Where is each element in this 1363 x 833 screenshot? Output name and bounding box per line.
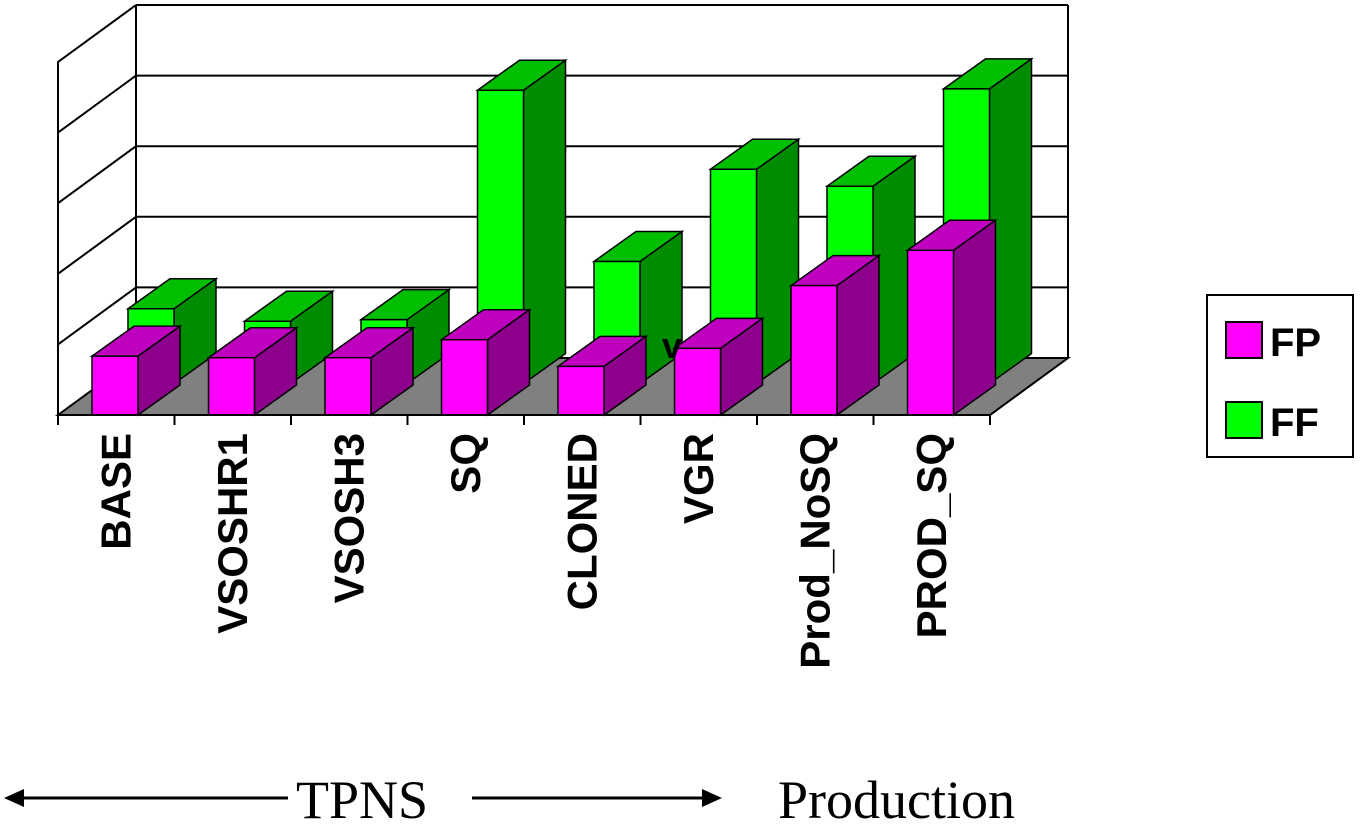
side-wall-edge [57, 4, 137, 415]
legend-label-ff: FF [1270, 401, 1319, 445]
bar-fp-sq-front [440, 338, 489, 416]
gridline-side-3 [57, 145, 137, 205]
legend: FP FF [1206, 294, 1354, 458]
bar-fp-sq [439, 308, 532, 417]
x-tick-label-prod_nosq: Prod_NoSQ [791, 433, 838, 669]
gridline-side-2 [57, 215, 137, 275]
x-tick-label-vsoshr1: VSOSHR1 [209, 433, 256, 634]
bar-fp-prod_nosq [788, 254, 882, 417]
x-tick-label-base: BASE [92, 433, 139, 550]
x-tick-label-sq: SQ [442, 433, 489, 494]
group-labels: TPNS Production [4, 770, 1015, 830]
gridline-side-4 [57, 74, 137, 134]
bar-fp-cloned-front [557, 365, 605, 416]
x-tick-label-prod_sq: PROD_SQ [908, 433, 955, 638]
gridline-side-1 [57, 286, 137, 346]
bar-fp-cloned [555, 334, 649, 417]
tpns-arrow-left-head [4, 789, 24, 807]
bar-fp-vgr-front [673, 347, 722, 416]
x-tick-label-cloned: CLONED [558, 433, 605, 610]
legend-label-fp: FP [1270, 321, 1321, 365]
bar-fp-vsosh3-front [324, 356, 372, 416]
bar-fp-vsosh3 [322, 326, 416, 417]
legend-swatch-ff [1225, 401, 1263, 439]
bar-fp-base [89, 324, 183, 417]
bar-fp-base-front [91, 355, 139, 416]
legend-swatch-fp [1225, 321, 1263, 359]
x-tick-label-vsosh3: VSOSH3 [325, 433, 372, 603]
tpns-arrow-right-head [702, 789, 722, 807]
bar-fp-prod_sq [905, 218, 998, 417]
stray-annotation: v [662, 325, 682, 366]
bar-fp-vsoshr1 [206, 326, 299, 417]
x-tick-label-vgr: VGR [675, 433, 722, 524]
x-axis: BASE VSOSHR1 VSOSH3 SQ CLONED VGR Prod_NoSQ PRO… [57, 414, 991, 669]
group-label-tpns: TPNS [296, 770, 428, 830]
group-label-production: Production [778, 770, 1015, 830]
bar-fp-prod_sq-side [952, 218, 997, 417]
bar-fp-vgr [672, 316, 765, 417]
bar-fp-prod_sq-front [906, 249, 955, 416]
bar-fp-vsoshr1-front [207, 356, 256, 416]
bar-fp-prod_nosq-front [790, 284, 838, 416]
